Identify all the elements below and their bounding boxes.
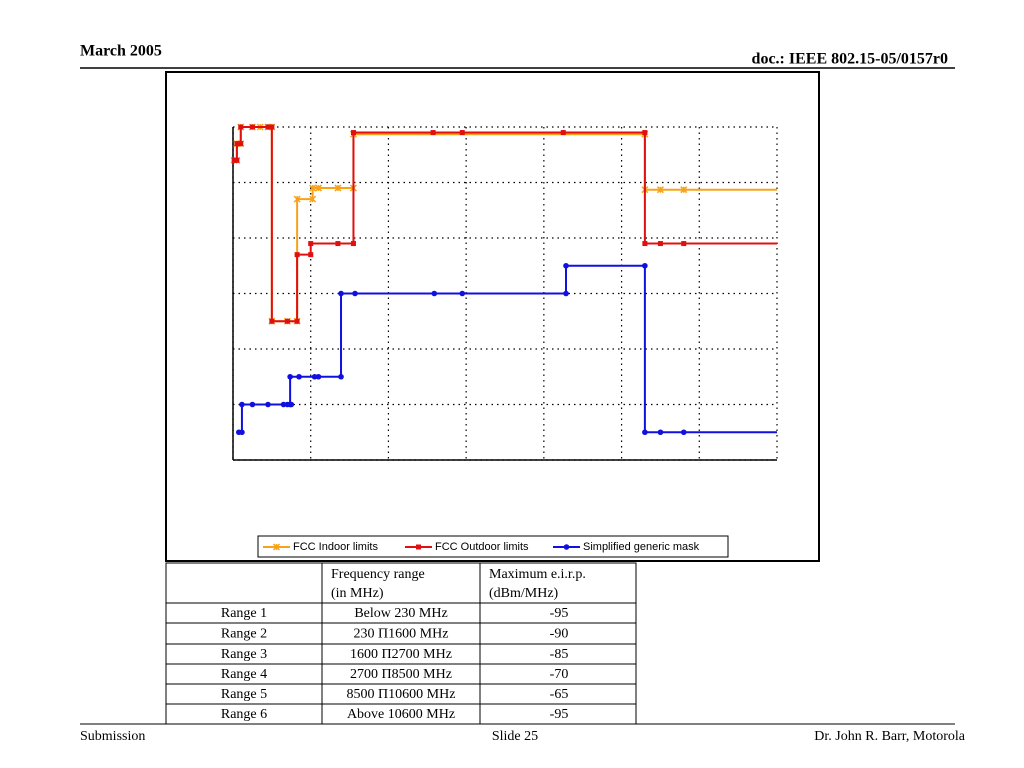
legend-marker [563, 544, 570, 550]
table-cell: -65 [550, 687, 569, 702]
table-cell: Range 4 [221, 667, 267, 682]
table-cell: Range 2 [221, 627, 267, 642]
table-cell: Range 5 [221, 687, 267, 702]
legend-label: FCC Outdoor limits [435, 541, 529, 553]
marker [315, 373, 322, 380]
marker [238, 141, 244, 147]
marker [334, 184, 342, 192]
table-cell: Above 10600 MHz [347, 707, 455, 722]
marker [308, 241, 314, 247]
marker [459, 290, 466, 297]
marker [265, 401, 271, 408]
marker [287, 373, 293, 380]
table-cell: Range 3 [221, 647, 267, 662]
table-header: Maximum e.i.r.p. [489, 567, 586, 582]
legend-marker [416, 544, 421, 550]
marker [231, 157, 237, 163]
marker [352, 290, 358, 297]
marker [560, 130, 566, 136]
table-cell: Range 6 [221, 707, 267, 722]
plot [230, 123, 778, 461]
marker [293, 195, 301, 203]
marker [430, 130, 436, 136]
marker [657, 429, 664, 436]
marker [314, 184, 323, 192]
marker [459, 130, 465, 136]
marker [335, 241, 341, 247]
footer-right: Dr. John R. Barr, Motorola [814, 729, 965, 744]
marker [350, 241, 356, 247]
marker [239, 429, 245, 436]
marker [642, 130, 648, 136]
footer-center: Slide 25 [492, 729, 538, 744]
marker [657, 241, 663, 247]
table-cell: 1600 Π2700 MHz [350, 647, 452, 662]
table-cell: -95 [550, 606, 569, 621]
table-cell: -90 [550, 627, 569, 642]
series-line [234, 126, 684, 323]
table-header: (dBm/MHz) [489, 586, 559, 601]
marker [234, 141, 240, 147]
marker [642, 241, 648, 247]
marker [308, 252, 314, 258]
marker [350, 130, 356, 136]
legend-box [257, 535, 729, 558]
marker [234, 157, 240, 163]
marker [680, 429, 687, 436]
series [231, 124, 777, 324]
marker [680, 186, 688, 194]
marker [338, 290, 344, 297]
legend-label: Simplified generic mask [583, 541, 700, 553]
marker [280, 401, 287, 408]
table-cell: Range 1 [221, 606, 267, 621]
marker [269, 318, 275, 324]
chart-frame [165, 71, 820, 562]
marker [309, 195, 317, 203]
marker [287, 401, 293, 408]
marker [296, 373, 302, 380]
table-cell: 2700 Π8500 MHz [350, 667, 452, 682]
table: Frequency range (in MHz) Maximum e.i.r.p. (… [165, 562, 637, 725]
marker [642, 262, 648, 269]
series [236, 262, 777, 436]
marker [284, 318, 290, 324]
marker [309, 184, 317, 192]
table-cell: 8500 Π10600 MHz [347, 687, 456, 702]
table-cell: -95 [550, 707, 569, 722]
table-cell: -85 [550, 647, 569, 662]
marker [338, 373, 344, 380]
marker [681, 241, 687, 247]
marker [294, 318, 300, 324]
table-cell: Below 230 MHz [354, 606, 447, 621]
marker [239, 401, 245, 408]
marker [294, 252, 300, 258]
legend-marker [272, 543, 281, 551]
marker [269, 124, 275, 130]
footer-left: Submission [80, 729, 145, 744]
table-cell: 230 Π1600 MHz [354, 627, 449, 642]
header-doc: doc.: IEEE 802.15-05/0157r0 [752, 51, 948, 68]
marker [249, 124, 255, 130]
table-header: (in MHz) [331, 586, 384, 601]
marker [642, 429, 648, 436]
marker [249, 401, 256, 408]
marker [563, 262, 569, 269]
marker [311, 373, 318, 380]
table-cell: -70 [550, 667, 569, 682]
marker [656, 186, 664, 194]
table-header: Frequency range [331, 567, 425, 582]
legend-label: FCC Indoor limits [293, 541, 378, 553]
marker [238, 124, 244, 130]
header-date: March 2005 [80, 43, 162, 60]
marker [563, 290, 569, 297]
marker [265, 124, 271, 130]
marker [431, 290, 438, 297]
legend: FCC Indoor limits FCC Outdoor limits Simpl… [263, 541, 700, 553]
